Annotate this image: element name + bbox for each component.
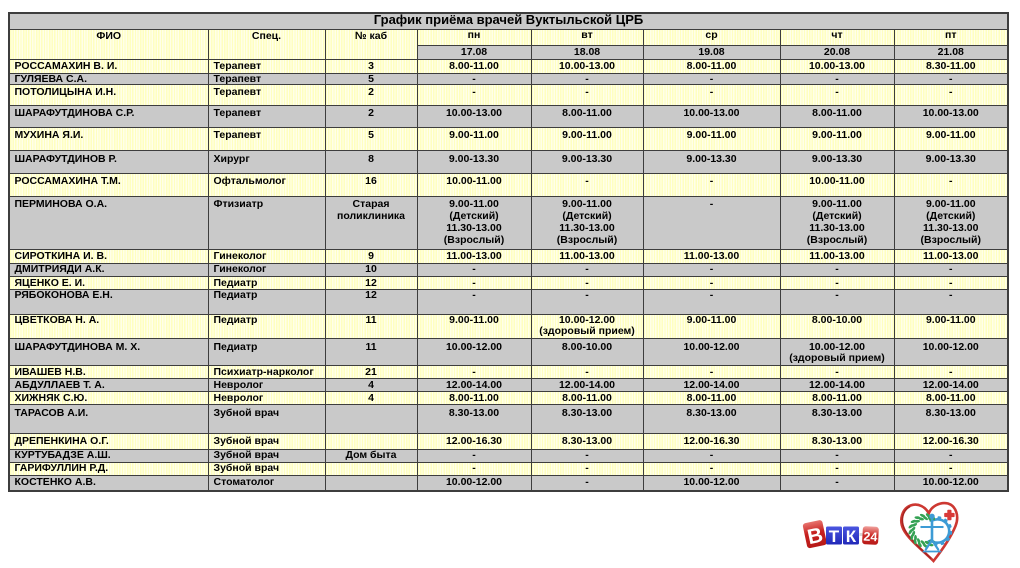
svg-text:В: В (805, 523, 825, 549)
svg-text:24: 24 (863, 529, 878, 544)
svg-text:К: К (846, 527, 857, 546)
svg-text:Т: Т (829, 527, 840, 546)
